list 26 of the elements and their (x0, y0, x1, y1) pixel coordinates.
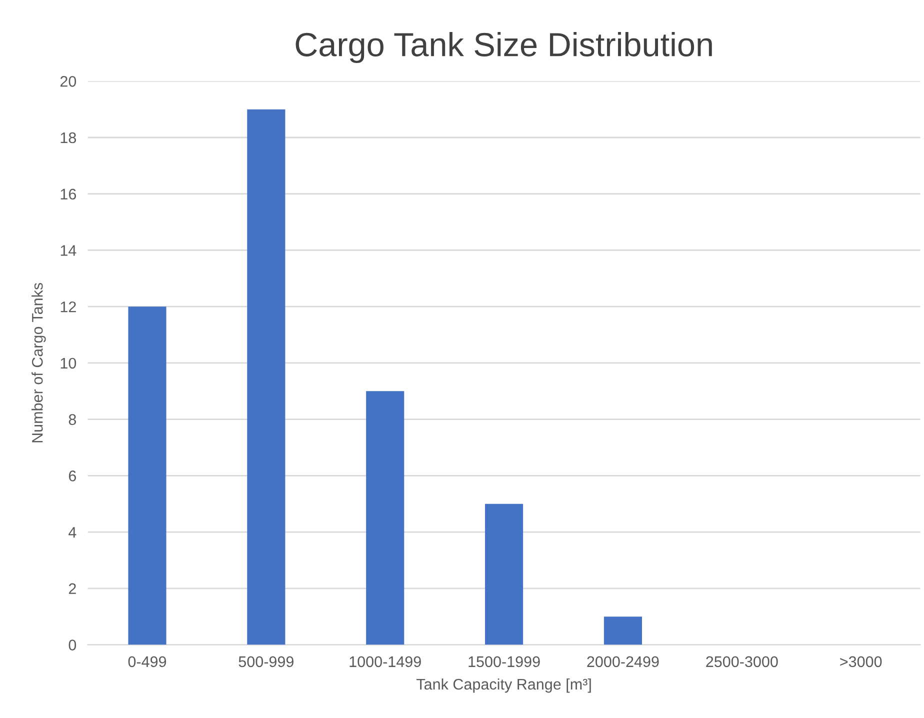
x-tick-label: 1000-1499 (350, 656, 421, 668)
chart-title: Cargo Tank Size Distribution (296, 32, 712, 64)
x-tick-label: 2500-3000 (706, 656, 778, 668)
y-tick-label: 16 (60, 188, 76, 200)
y-tick-label: 14 (60, 245, 76, 256)
bar (604, 616, 642, 645)
x-axis-title: Tank Capacity Range [m³] (416, 678, 591, 693)
bar (366, 391, 404, 645)
y-tick-label: 6 (68, 470, 76, 482)
x-tick-label: 2000-2499 (587, 656, 659, 668)
y-tick-label: 18 (60, 132, 76, 144)
y-tick-label: 10 (60, 358, 76, 369)
y-tick-label: 20 (60, 76, 76, 87)
y-tick-label: 12 (60, 301, 76, 312)
bar (247, 109, 286, 645)
y-tick-label: 4 (68, 527, 76, 538)
y-axis-title: Number of Cargo Tanks (32, 282, 46, 442)
y-tick-label: 0 (68, 640, 76, 650)
x-tick-label: 0-499 (128, 656, 166, 668)
y-tick-label: 8 (68, 414, 76, 425)
y-tick-label: 2 (68, 583, 76, 594)
bar (485, 504, 524, 645)
x-tick-label: 500-999 (238, 656, 294, 668)
x-tick-label: 1500-1999 (468, 656, 540, 668)
bar (128, 306, 166, 645)
x-tick-label: >3000 (840, 656, 882, 668)
